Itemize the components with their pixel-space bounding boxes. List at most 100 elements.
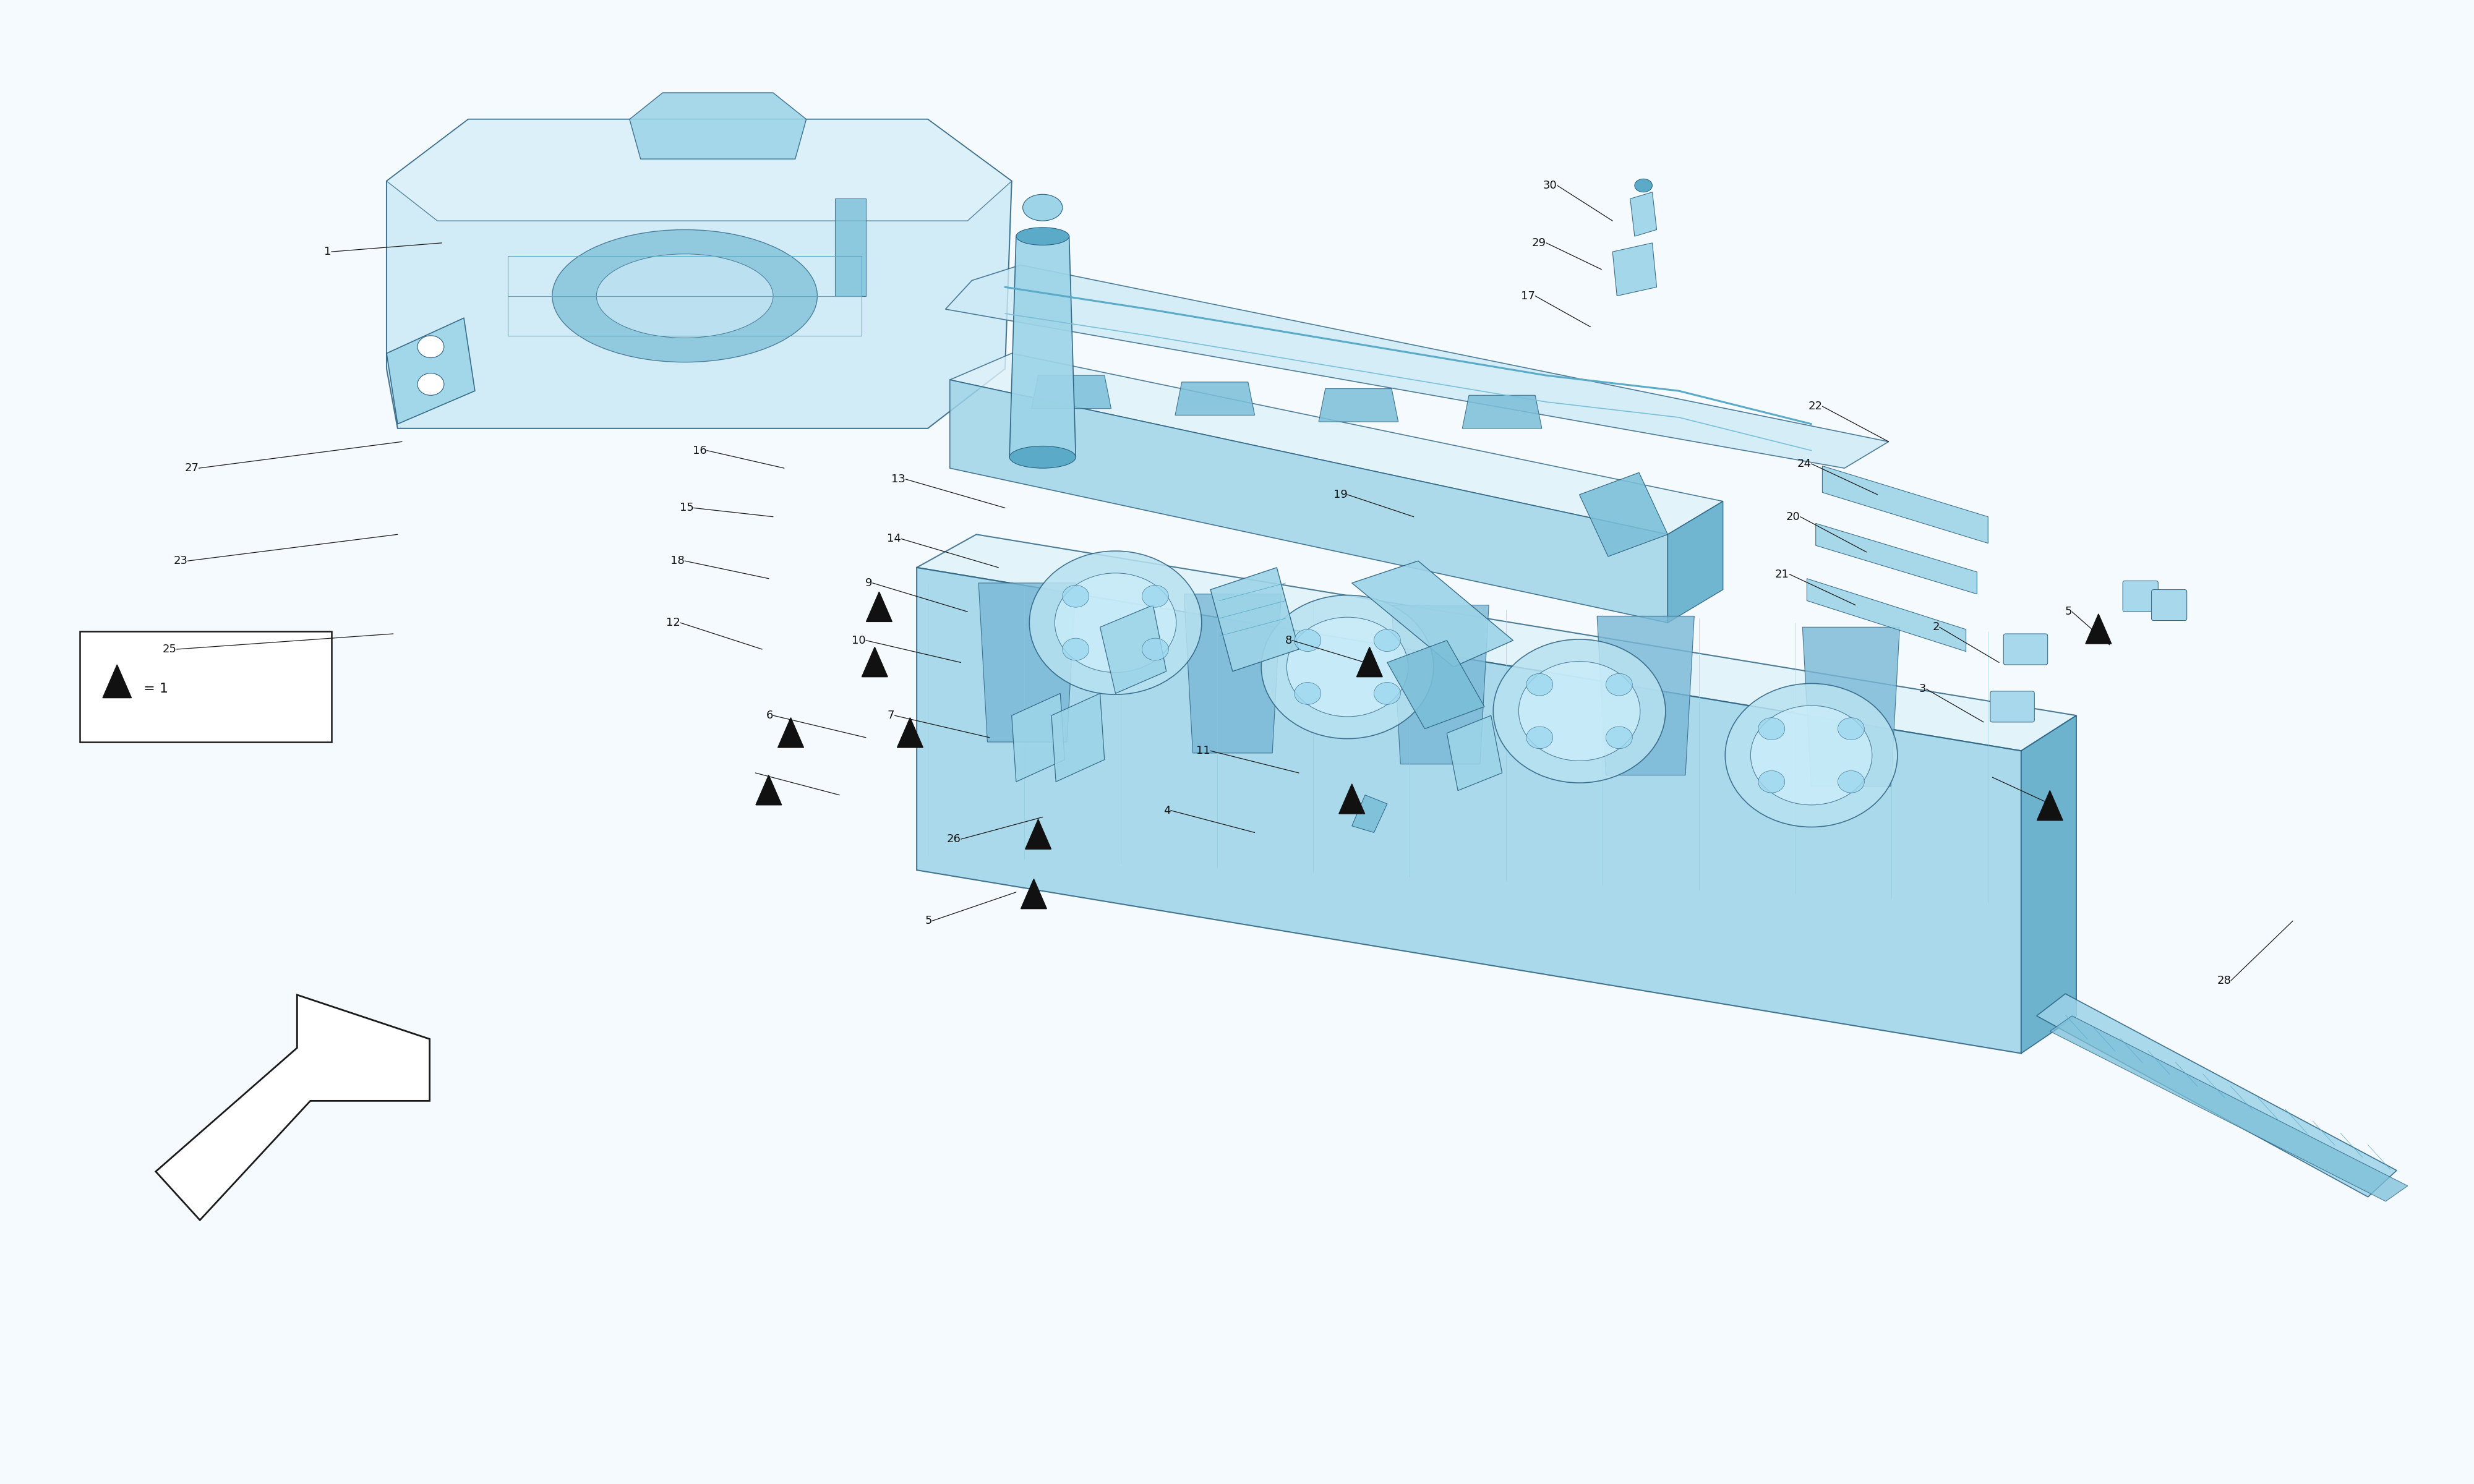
Ellipse shape [1724,684,1898,827]
Polygon shape [2036,791,2063,821]
Text: 18: 18 [670,555,685,567]
Text: 8: 8 [1284,635,1291,646]
Ellipse shape [1373,629,1400,651]
Polygon shape [1101,605,1165,693]
Polygon shape [918,567,2021,1054]
Polygon shape [2021,715,2076,1054]
Polygon shape [866,592,893,622]
Polygon shape [777,718,804,748]
Ellipse shape [596,254,774,338]
Text: 23: 23 [173,555,188,567]
Polygon shape [386,119,1012,429]
Polygon shape [1447,715,1502,791]
Text: 21: 21 [1774,568,1789,580]
FancyBboxPatch shape [2004,634,2048,665]
Polygon shape [1823,466,1989,543]
Polygon shape [1210,567,1299,671]
Ellipse shape [552,230,816,362]
Ellipse shape [1294,629,1321,651]
Text: 2: 2 [1932,622,1940,632]
Text: 5: 5 [925,916,933,926]
Ellipse shape [1838,770,1865,792]
Ellipse shape [1759,718,1784,741]
Text: 3: 3 [1920,684,1927,695]
Text: 5: 5 [2066,605,2073,617]
Ellipse shape [1494,640,1665,784]
Polygon shape [950,353,1722,534]
Text: 17: 17 [1522,291,1536,301]
Ellipse shape [1017,227,1069,245]
Polygon shape [1667,502,1722,623]
Ellipse shape [1262,595,1432,739]
Text: 28: 28 [2217,975,2232,985]
Polygon shape [945,266,1888,467]
Polygon shape [1009,236,1076,457]
Ellipse shape [1143,638,1168,660]
Polygon shape [2051,1017,2407,1202]
Text: 15: 15 [680,503,693,513]
Polygon shape [861,647,888,677]
Polygon shape [1351,561,1514,666]
Ellipse shape [1061,585,1089,607]
Polygon shape [1012,693,1064,782]
Text: 10: 10 [851,635,866,646]
Ellipse shape [1022,194,1061,221]
Polygon shape [1806,579,1967,651]
Polygon shape [386,119,1012,221]
Text: 9: 9 [866,577,873,589]
Polygon shape [1185,594,1282,752]
Polygon shape [1022,879,1047,908]
Polygon shape [1338,784,1366,813]
Text: 7: 7 [888,709,896,721]
Text: 11: 11 [1197,745,1210,757]
Text: 26: 26 [948,834,960,844]
Polygon shape [836,199,866,295]
Ellipse shape [418,372,443,395]
Ellipse shape [418,335,443,358]
Polygon shape [950,380,1667,623]
Ellipse shape [1143,585,1168,607]
FancyBboxPatch shape [1989,692,2034,723]
Polygon shape [2036,994,2397,1198]
Text: 16: 16 [693,445,708,456]
Text: 12: 12 [666,617,680,628]
Text: 30: 30 [1544,180,1556,191]
Polygon shape [386,318,475,424]
Polygon shape [1351,795,1388,833]
Ellipse shape [1526,674,1554,696]
Polygon shape [1390,605,1489,764]
Text: 1: 1 [324,246,332,257]
Polygon shape [156,994,430,1220]
Text: = 1: = 1 [139,683,168,695]
FancyBboxPatch shape [79,632,332,742]
FancyBboxPatch shape [2123,580,2157,611]
Polygon shape [980,583,1076,742]
Ellipse shape [1061,638,1089,660]
Text: 14: 14 [888,533,901,545]
Polygon shape [1388,641,1484,729]
Text: 29: 29 [1531,237,1546,248]
Polygon shape [628,92,807,159]
Ellipse shape [1009,447,1076,467]
Ellipse shape [1294,683,1321,705]
Polygon shape [1024,819,1051,849]
Polygon shape [1032,375,1111,408]
Text: 24: 24 [1796,459,1811,469]
Polygon shape [898,718,923,748]
Ellipse shape [1635,180,1653,191]
Ellipse shape [1752,705,1873,804]
Ellipse shape [1606,727,1633,748]
Text: 22: 22 [1808,401,1823,413]
Polygon shape [1630,191,1658,236]
Polygon shape [2086,614,2110,644]
Polygon shape [1804,628,1900,787]
Text: 25: 25 [163,644,176,654]
Text: 20: 20 [1786,510,1801,522]
Ellipse shape [1519,662,1640,761]
Ellipse shape [1029,551,1202,695]
Ellipse shape [1373,683,1400,705]
Polygon shape [755,775,782,804]
Ellipse shape [1606,674,1633,696]
Polygon shape [1051,693,1103,782]
Ellipse shape [1286,617,1408,717]
